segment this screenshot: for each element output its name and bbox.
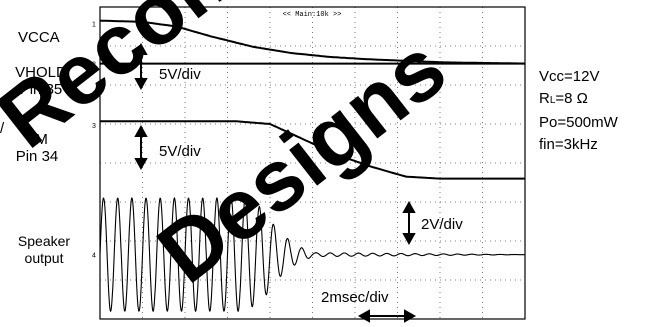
label-stray-slash: / xyxy=(0,120,5,137)
label-speaker-line1: Speaker xyxy=(17,233,71,249)
channel-marker: 4 xyxy=(92,253,96,260)
label-tm: TM Pin 34 xyxy=(4,131,70,165)
arrow-tm-scale xyxy=(134,124,148,171)
arrow-speaker-scale xyxy=(402,200,416,246)
label-tm-line1: TM xyxy=(26,131,48,148)
scale-label-speaker: 2V/div xyxy=(421,216,463,233)
label-speaker: Speaker output xyxy=(2,233,86,267)
cond-fin: fin=3kHz xyxy=(539,136,598,153)
traces xyxy=(99,19,526,313)
channel-marker: 3 xyxy=(92,123,96,130)
trace-vcca xyxy=(99,19,526,65)
time-scale-label: 2msec/div xyxy=(321,289,389,306)
arrow-time-scale xyxy=(357,309,417,323)
channel-marker: 2 xyxy=(92,62,96,69)
header-label: << Main:10k >> xyxy=(283,11,342,19)
plot-frame xyxy=(99,6,526,320)
cond-rl-prefix: R xyxy=(539,90,550,107)
cond-vcc: Vcc=12V xyxy=(539,68,600,85)
channel-markers: 1 2 3 4 xyxy=(92,21,96,259)
cond-rl-sub: L xyxy=(549,95,556,106)
arrow-vcca-scale xyxy=(134,42,148,91)
trace-tm xyxy=(100,120,525,180)
label-vhold-line2: Pin 35 xyxy=(19,81,63,98)
cond-rl: RL=8 Ω xyxy=(539,88,618,112)
cond-po: Po=500mW xyxy=(539,114,618,131)
label-vcca: VCCA xyxy=(18,29,60,46)
scale-label-tm: 5V/div xyxy=(159,143,201,160)
label-tm-line2: Pin 34 xyxy=(15,148,59,165)
trace-speaker-output xyxy=(99,197,526,313)
label-speaker-line2: output xyxy=(24,250,64,266)
scale-label-vcca: 5V/div xyxy=(159,66,201,83)
label-vhold: VHOLD Pin 35 xyxy=(8,64,74,98)
test-conditions: Vcc=12V RL=8 Ω Po=500mW fin=3kHz xyxy=(539,66,618,156)
cond-rl-suffix: =8 Ω xyxy=(555,90,588,107)
label-vhold-line1: VHOLD xyxy=(15,64,67,81)
channel-marker: 1 xyxy=(92,21,96,28)
